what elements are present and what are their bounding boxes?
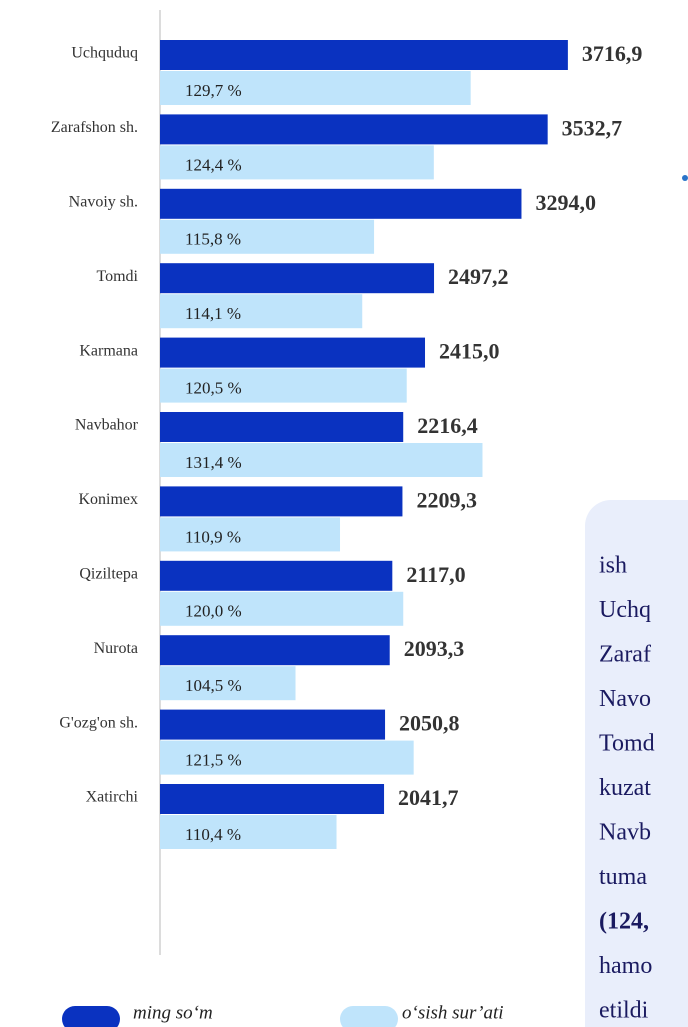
value-label: 120,5 % [185, 379, 242, 398]
dot [682, 175, 688, 181]
category-label: Uchquduq [71, 45, 138, 62]
value-label: 2041,7 [398, 785, 459, 810]
bar [160, 294, 363, 329]
category-label: G'ozg'on sh. [59, 714, 138, 731]
bar [160, 709, 386, 740]
bar [160, 666, 296, 701]
value-label: 2093,3 [404, 636, 465, 661]
bar [160, 517, 341, 552]
value-label: 120,0 % [185, 602, 242, 621]
bar [160, 815, 337, 849]
category-label: Konimex [78, 491, 138, 508]
value-label: 114,1 % [185, 304, 241, 323]
category-label: Qiziltepa [79, 565, 138, 582]
value-label: 2497,2 [448, 264, 509, 289]
value-label: 3532,7 [562, 115, 623, 140]
bar [160, 71, 471, 105]
category-label: Zarafshon sh. [51, 119, 138, 136]
text-line: Navb [599, 820, 651, 846]
value-label: 2117,0 [406, 562, 465, 587]
text-line: Tomd [599, 731, 655, 757]
legend-swatch [62, 1006, 120, 1027]
text-line: Uchq [599, 597, 651, 623]
text-line: hamo [599, 953, 652, 979]
value-label: 121,5 % [185, 751, 242, 770]
bar [160, 560, 393, 591]
bar [160, 219, 375, 254]
value-label: 2216,4 [417, 413, 478, 438]
category-label: Navbahor [75, 417, 139, 434]
value-label: 3294,0 [535, 190, 596, 215]
value-label: 124,4 % [185, 155, 242, 174]
bar [160, 368, 407, 403]
category-label: Navoiy sh. [69, 193, 138, 210]
bar [160, 40, 568, 70]
text-line: tuma [599, 864, 647, 890]
value-label: 129,7 % [185, 81, 242, 100]
value-label: 131,4 % [185, 453, 242, 472]
value-label: 104,5 % [185, 676, 242, 695]
category-label: Tomdi [96, 268, 138, 285]
bar [160, 784, 385, 814]
bar [160, 145, 434, 180]
bar [160, 635, 390, 666]
text-line: (124, [599, 909, 649, 935]
bar [160, 263, 435, 294]
category-label: Karmana [79, 342, 138, 359]
value-label: 110,9 % [185, 527, 241, 546]
text-line: etildi [599, 998, 649, 1024]
bar [160, 412, 404, 442]
bar [160, 740, 414, 775]
value-label: 115,8 % [185, 230, 241, 249]
text-line: Navo [599, 686, 651, 712]
legend-label: o‘sish sur’ati [402, 1002, 504, 1023]
bar [160, 188, 522, 219]
category-label: Xatirchi [86, 789, 139, 806]
value-label: 2415,0 [439, 339, 500, 364]
bar [160, 337, 426, 368]
text-line: Zaraf [599, 642, 651, 668]
value-label: 3716,9 [582, 41, 643, 66]
bar [160, 443, 483, 477]
value-label: 110,4 % [185, 825, 241, 844]
text-line: kuzat [599, 775, 651, 801]
value-label: 2209,3 [416, 487, 477, 512]
bar [160, 114, 548, 145]
bar [160, 591, 404, 626]
text-line: ish [599, 553, 627, 579]
value-label: 2050,8 [399, 711, 460, 736]
category-label: Nurota [94, 640, 138, 657]
bar [160, 486, 403, 517]
legend-swatch [340, 1006, 398, 1027]
legend-label: ming so‘m [133, 1002, 213, 1023]
text-box [585, 500, 688, 1027]
